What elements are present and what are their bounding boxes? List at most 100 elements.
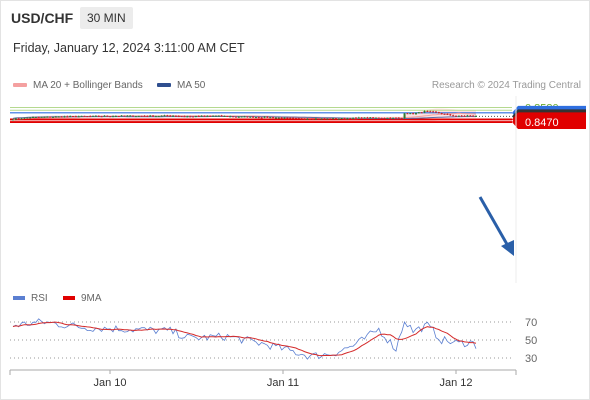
candle-body [332, 118, 335, 120]
candle-body [223, 115, 226, 117]
candle-body [117, 116, 120, 118]
candle-body [37, 116, 40, 118]
candle-body [180, 116, 183, 118]
timeframe-button[interactable]: 30 MIN [80, 7, 133, 29]
candle-body [232, 116, 235, 118]
candle-body [69, 115, 72, 117]
candle-body [306, 118, 309, 120]
x-tick-label-1: Jan 11 [267, 377, 299, 389]
candle-body [186, 116, 189, 118]
research-credit: Research © 2024 Trading Central [431, 80, 581, 91]
candle-body [46, 116, 49, 118]
candle-body [254, 117, 257, 119]
candle-body [334, 118, 337, 120]
candle-body [457, 115, 460, 117]
candle-body [475, 115, 477, 117]
candle-body [63, 116, 66, 118]
candle-body [220, 115, 223, 117]
ma9-label: 9MA [81, 293, 102, 304]
candle-body [143, 115, 146, 117]
candle-body [234, 116, 237, 118]
candle-body [280, 117, 283, 119]
candle-body [94, 115, 97, 117]
candle-body [397, 117, 400, 119]
candle-body [60, 116, 63, 118]
candle-body [400, 117, 403, 119]
candle-body [403, 113, 406, 119]
candle-body [243, 116, 246, 118]
candle-body [54, 116, 57, 118]
candle-body [383, 118, 386, 120]
candle-body [172, 115, 175, 117]
rsi-line [12, 318, 477, 360]
candle-body [300, 118, 303, 120]
candle-body [52, 116, 55, 118]
candle-body [66, 116, 69, 118]
candle-body [394, 117, 397, 119]
candle-body [154, 116, 157, 118]
candle-body [20, 118, 23, 120]
candle-body [43, 116, 46, 118]
candle-body [160, 115, 163, 117]
candle-body [374, 117, 377, 119]
legend-rsi: RSI [13, 293, 48, 304]
candle-body [414, 113, 417, 115]
candle-body [77, 116, 80, 118]
candle-body [126, 115, 129, 117]
candle-body [369, 117, 372, 119]
candle-body [123, 115, 126, 117]
candle-body [309, 118, 312, 120]
candle-body [72, 115, 75, 117]
candle-body [169, 115, 172, 117]
candle-body [209, 115, 212, 117]
candle-body [349, 118, 352, 120]
candle-body [149, 115, 152, 117]
candle-body [200, 115, 203, 117]
candle-body [80, 115, 83, 117]
candle-body [137, 115, 140, 117]
candle-body [440, 113, 443, 115]
candle-body [132, 115, 135, 117]
candle-body [472, 115, 475, 117]
level-tag-0.8470 [512, 115, 586, 130]
candle-body [434, 111, 437, 113]
candle-body [412, 113, 415, 115]
candle-body [406, 113, 409, 115]
candle-body [303, 118, 306, 120]
legend-9ma: 9MA [63, 293, 102, 304]
candle-body [449, 114, 452, 116]
candle-body [317, 118, 320, 120]
candle-body [240, 116, 243, 118]
candle-body [92, 115, 95, 117]
candle-body [74, 116, 77, 118]
candle-body [134, 116, 137, 118]
legend-ma20: MA 20 + Bollinger Bands [13, 80, 143, 91]
candle-body [97, 115, 100, 117]
candle-body [392, 117, 395, 119]
level-label-0.8470: 0.8470 [525, 117, 559, 129]
candle-body [34, 116, 37, 118]
candle-body [252, 116, 255, 118]
candle-body [366, 117, 369, 119]
candle-body [352, 117, 355, 119]
candle-body [340, 118, 343, 120]
candle-body [174, 115, 177, 117]
candle-body [212, 115, 215, 117]
forecast-arrow-shaft [478, 196, 510, 247]
candle-body [357, 117, 360, 119]
candle-body [260, 117, 263, 119]
candle-body [12, 119, 14, 121]
candle-body [452, 115, 455, 117]
candle-body [446, 113, 449, 115]
candle-body [292, 117, 295, 119]
candle-body [189, 116, 192, 118]
candle-body [360, 117, 363, 119]
candle-body [103, 115, 106, 117]
candle-body [454, 115, 457, 117]
candle-body [286, 117, 289, 119]
candle-body [346, 118, 349, 120]
candle-body [437, 112, 440, 114]
candle-body [89, 116, 92, 118]
candle-body [183, 116, 186, 118]
